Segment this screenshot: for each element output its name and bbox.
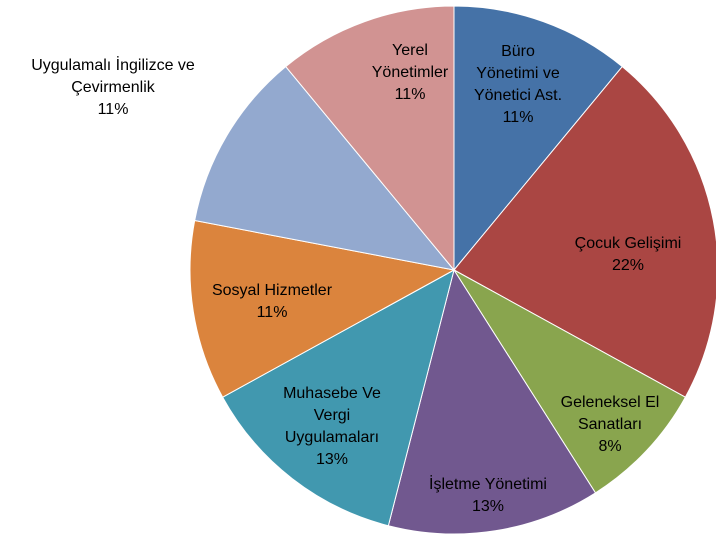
pie-slice [453, 65, 716, 398]
pie-slice [194, 65, 456, 271]
percent-label: 11% [256, 304, 288, 321]
pie-slice [221, 269, 455, 527]
percent-label: 8% [598, 438, 622, 455]
slice-label: Muhasebe Ve Vergi Uygulamaları 13% [277, 383, 387, 471]
pie-slice [189, 219, 456, 398]
percent-label: 11% [97, 101, 129, 118]
category-name: Geleneksel El Sanatları [560, 394, 660, 433]
category-name: Muhasebe Ve Vergi Uygulamaları [283, 385, 381, 446]
slice-label: Büro Yönetimi ve Yönetici Ast. 11% [468, 41, 568, 129]
slice-label: Sosyal Hizmetler 11% [192, 280, 352, 324]
pie-slice [453, 269, 687, 494]
slice-label: İşletme Yönetimi 13% [403, 474, 573, 518]
category-name: Sosyal Hizmetler [211, 282, 333, 299]
percent-label: 13% [315, 451, 349, 468]
percent-label: 13% [471, 498, 505, 515]
percent-label: 22% [611, 257, 645, 274]
pie-slice [453, 5, 623, 272]
category-name: Uygulamalı İngilizce ve Çevirmenlik [31, 57, 195, 96]
percent-label: 11% [394, 86, 426, 103]
slice-label: Çocuk Gelişimi 22% [553, 233, 703, 277]
category-name: İşletme Yönetimi [429, 476, 547, 493]
slice-label: Uygulamalı İngilizce ve Çevirmenlik 11% [6, 55, 221, 121]
category-name: Çocuk Gelişimi [574, 235, 682, 252]
slice-label: Geleneksel El Sanatları 8% [553, 392, 668, 458]
pie-slice [285, 5, 455, 272]
slice-label: Yerel Yönetimler 11% [360, 40, 460, 106]
category-name: Büro Yönetimi ve Yönetici Ast. [473, 43, 563, 104]
category-name: Yerel Yönetimler [371, 42, 449, 81]
pie-slice [387, 268, 597, 535]
percent-label: 11% [502, 109, 534, 126]
